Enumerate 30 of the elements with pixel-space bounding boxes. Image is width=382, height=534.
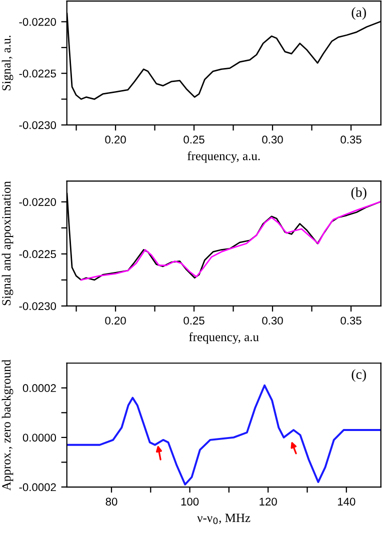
y-axis-title: Approx., zero background [2, 360, 14, 491]
y-tick-label: -0.0002 [19, 483, 56, 492]
x-tick-label: 0.25 [184, 316, 204, 325]
y-tick-label: -0.0220 [19, 18, 56, 26]
y-tick-label: -0.0230 [19, 302, 56, 310]
x-tick-label: 100 [181, 498, 199, 506]
x-tick-label: 0.35 [340, 316, 362, 325]
x-axis-title: frequency, a.u [189, 332, 259, 344]
x-tick-label: 0.30 [262, 316, 283, 325]
annotation: (a) [352, 7, 366, 20]
y-tick-label: -0.0225 [19, 250, 56, 258]
x-tick-label: 0.25 [184, 136, 204, 144]
y-tick-label: -0.0220 [19, 198, 56, 206]
y-tick-label: 0.0002 [22, 384, 56, 392]
x-tick-label: 140 [338, 498, 356, 506]
x-tick-label: 120 [260, 498, 277, 506]
annotation: (b) [351, 187, 366, 200]
y-tick-label: -0.0230 [19, 121, 56, 130]
x-tick-label: 0.20 [105, 316, 126, 325]
annotation: (c) [352, 369, 366, 382]
y-axis-title: Signal and appoximation [2, 181, 14, 306]
x-axis-title: ν-ν$_{0}$, MHz [197, 514, 250, 524]
x-axis-title: frequency, a.u. [188, 151, 260, 163]
x-tick-label: 0.35 [340, 136, 362, 144]
x-tick-label: 0.20 [105, 136, 126, 144]
y-tick-label: 0.0000 [22, 434, 56, 442]
x-tick-label: 0.30 [262, 136, 283, 144]
y-axis-title: Signal, a.u. [2, 36, 14, 90]
y-tick-label: -0.0225 [19, 70, 56, 78]
x-tick-label: 80 [106, 498, 118, 506]
